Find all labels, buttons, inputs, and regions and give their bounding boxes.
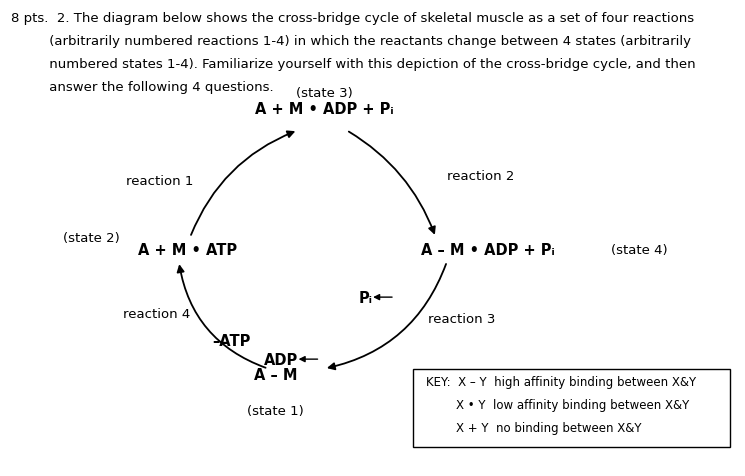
- Text: (state 3): (state 3): [296, 87, 352, 100]
- Text: X + Y  no binding between X&Y: X + Y no binding between X&Y: [426, 421, 641, 434]
- Text: (state 2): (state 2): [63, 231, 120, 245]
- Text: (arbitrarily numbered reactions 1-4) in which the reactants change between 4 sta: (arbitrarily numbered reactions 1-4) in …: [11, 35, 691, 48]
- Text: answer the following 4 questions.: answer the following 4 questions.: [11, 80, 274, 93]
- FancyArrowPatch shape: [177, 267, 265, 368]
- FancyArrowPatch shape: [329, 264, 446, 369]
- Text: X • Y  low affinity binding between X&Y: X • Y low affinity binding between X&Y: [426, 398, 689, 411]
- Text: –ATP: –ATP: [212, 333, 251, 348]
- Text: reaction 3: reaction 3: [428, 312, 495, 326]
- FancyArrowPatch shape: [191, 132, 294, 236]
- Text: reaction 4: reaction 4: [123, 307, 190, 321]
- Text: reaction 2: reaction 2: [447, 169, 514, 183]
- FancyArrowPatch shape: [349, 132, 435, 234]
- Text: A – M • ADP + Pᵢ: A – M • ADP + Pᵢ: [421, 242, 555, 258]
- Text: ADP: ADP: [264, 352, 298, 367]
- Text: reaction 1: reaction 1: [127, 174, 194, 188]
- Text: numbered states 1-4). Familiarize yourself with this depiction of the cross-brid: numbered states 1-4). Familiarize yourse…: [11, 58, 696, 70]
- Text: 8 pts.  2. The diagram below shows the cross-bridge cycle of skeletal muscle as : 8 pts. 2. The diagram below shows the cr…: [11, 12, 694, 25]
- Text: (state 1): (state 1): [247, 405, 304, 417]
- Text: Pᵢ: Pᵢ: [358, 290, 372, 305]
- Text: A + M • ADP + Pᵢ: A + M • ADP + Pᵢ: [255, 102, 393, 117]
- Text: KEY:  X – Y  high affinity binding between X&Y: KEY: X – Y high affinity binding between…: [426, 375, 697, 388]
- Text: (state 4): (state 4): [611, 243, 668, 257]
- Text: A + M • ATP: A + M • ATP: [138, 242, 237, 258]
- FancyBboxPatch shape: [413, 369, 730, 447]
- Text: A – M: A – M: [254, 367, 297, 382]
